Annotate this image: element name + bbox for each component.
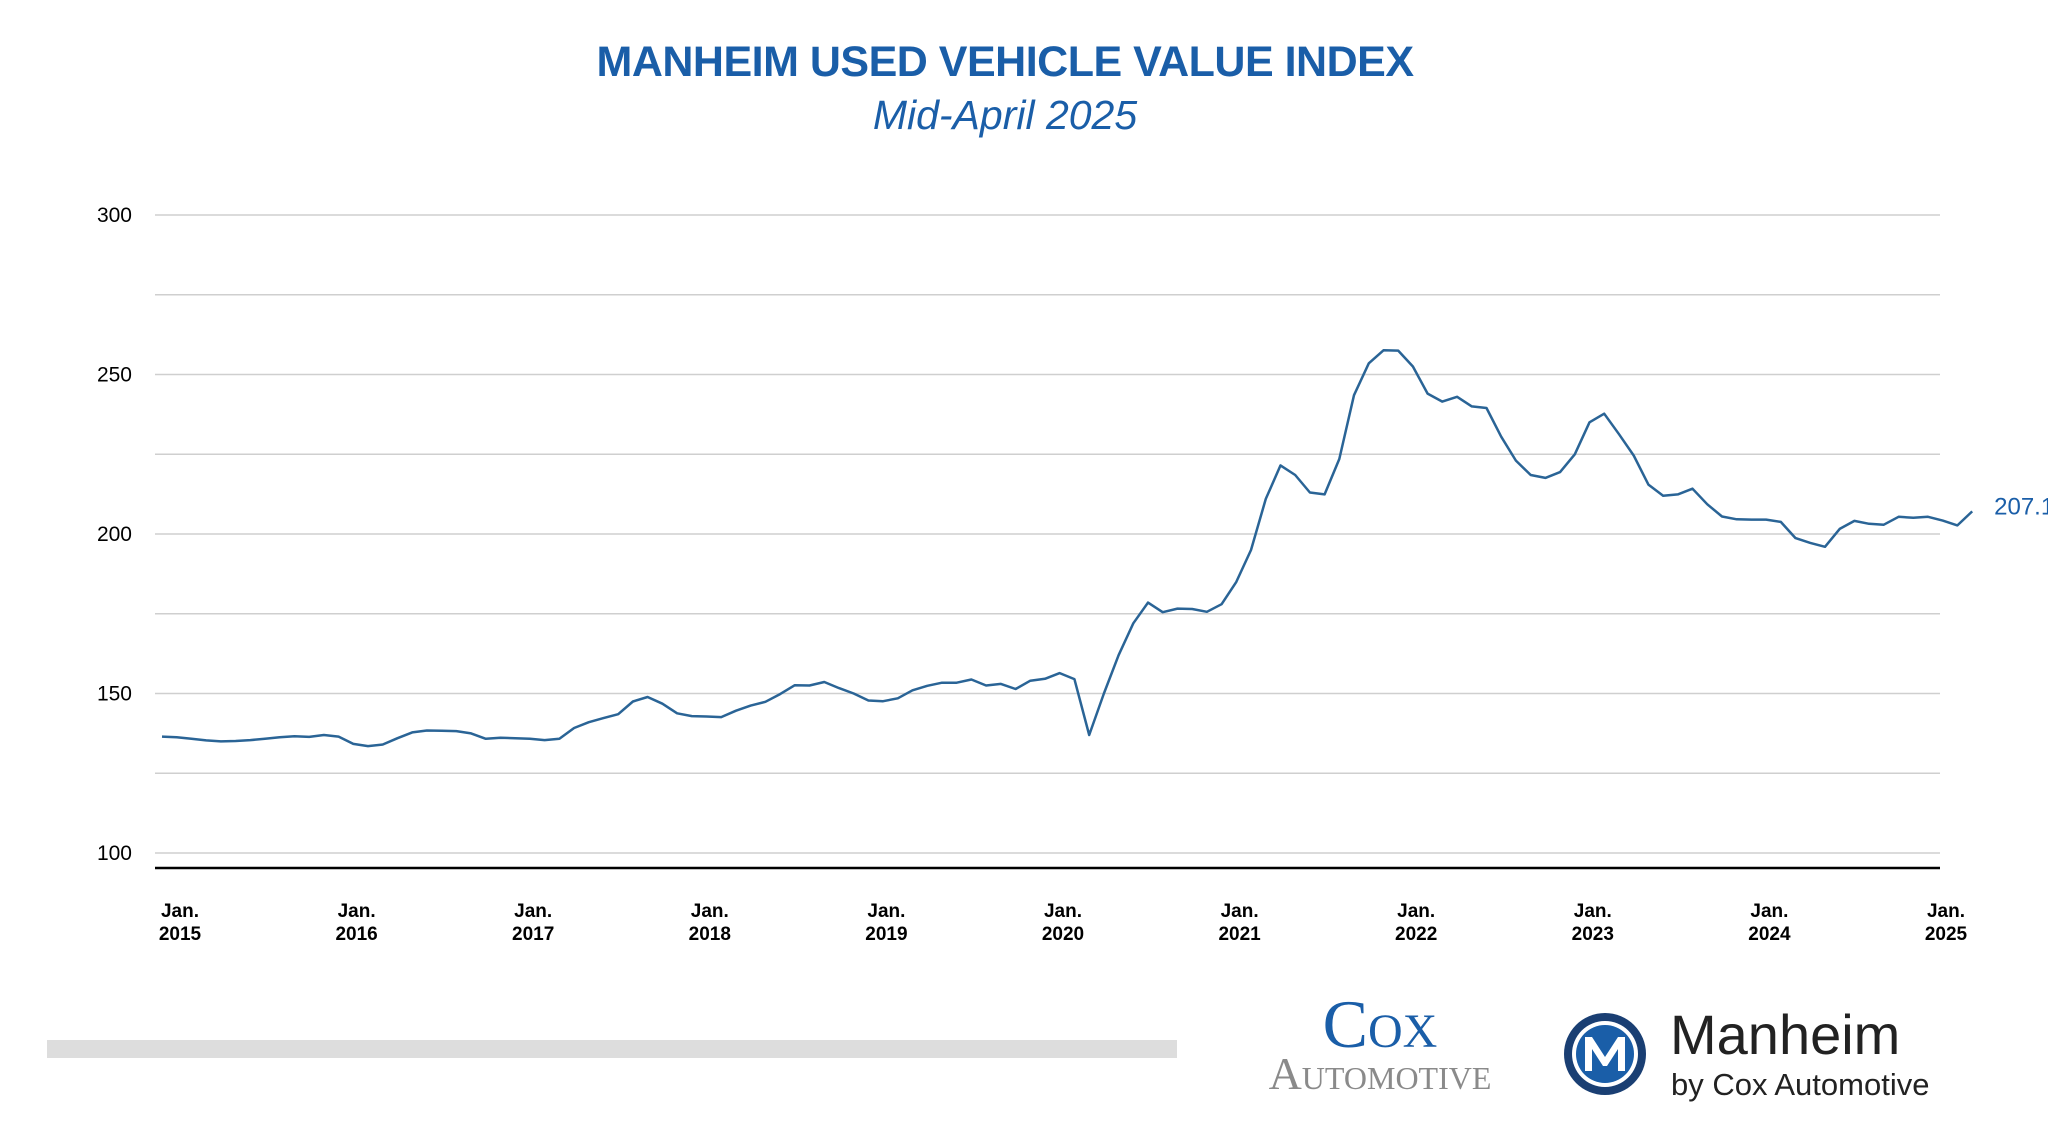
chart-subtitle: Mid-April 2025 (872, 92, 1138, 138)
end-value-label: 207.1 (1994, 493, 2048, 520)
y-tick-label: 250 (97, 364, 132, 387)
x-tick-label: Jan. 2023 (1572, 901, 1614, 945)
cox-logo-word: Cox (1322, 986, 1438, 1062)
manheim-tagline: by Cox Automotive (1671, 1067, 1930, 1102)
cox-logo-subword: Automotive (1268, 1048, 1492, 1099)
gridlines (155, 214, 1940, 854)
series-index (161, 349, 1974, 748)
y-tick-label: 200 (97, 523, 132, 546)
footer-divider-bar (47, 1040, 1177, 1058)
x-tick-label: Jan. 2022 (1395, 901, 1437, 945)
manheim-wordmark: Manheim (1670, 1003, 1901, 1066)
x-tick-label: Jan. 2025 (1925, 901, 1968, 945)
y-tick-label: 300 (97, 204, 132, 227)
x-tick-label: Jan. 2021 (1218, 901, 1261, 945)
x-axis-ticks: Jan. 2015 Jan. 2016 Jan. 2017 Jan. 2018 Jan. 2019… (159, 901, 1968, 945)
series-line (161, 349, 1974, 748)
x-tick-label: Jan. 2017 (512, 901, 554, 945)
x-tick-label: Jan. 2015 (159, 901, 202, 945)
line-chart: 100 150 200 250 300 Jan. 2015 Jan. 2016 Jan. 2017… (97, 204, 2048, 945)
chart-title: MANHEIM USED VEHICLE VALUE INDEX (596, 38, 1415, 86)
x-tick-label: Jan. 2024 (1748, 901, 1791, 945)
x-tick-label: Jan. 2019 (865, 901, 907, 945)
y-axis-ticks: 100 150 200 250 300 (97, 204, 132, 865)
manheim-emblem-icon (1564, 1013, 1646, 1095)
y-tick-label: 100 (97, 842, 132, 865)
manheim-logo: Manheim by Cox Automotive (1560, 1005, 2000, 1115)
x-tick-label: Jan. 2016 (335, 901, 377, 945)
x-tick-label: Jan. 2018 (689, 901, 731, 945)
x-tick-label: Jan. 2020 (1042, 901, 1084, 945)
y-tick-label: 150 (97, 683, 132, 706)
cox-automotive-logo: Cox Automotive (1215, 990, 1545, 1100)
